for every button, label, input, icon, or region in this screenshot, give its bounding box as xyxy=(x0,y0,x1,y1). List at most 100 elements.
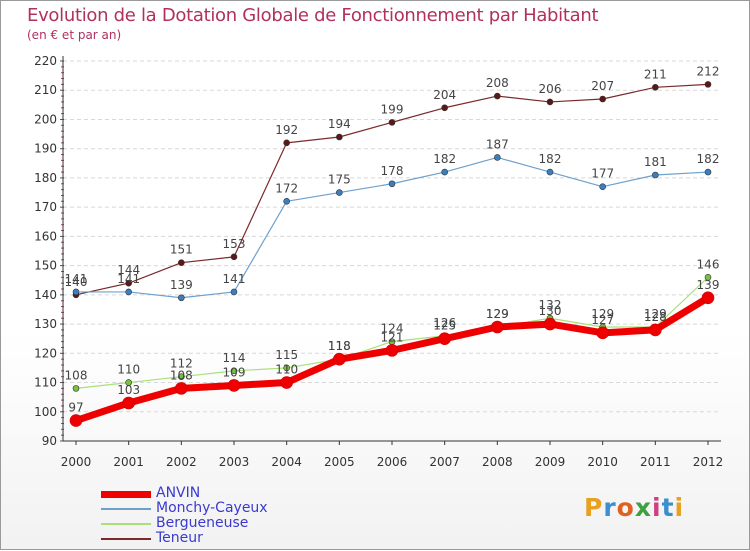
data-point-anvin-2000 xyxy=(69,414,83,427)
data-label-monchy-cayeux-2000: 141 xyxy=(65,272,88,286)
logo-letter: P xyxy=(584,493,604,522)
data-label-monchy-cayeux-2003: 141 xyxy=(223,272,246,286)
data-label-anvin-2003: 109 xyxy=(223,365,246,379)
y-tick-label-120: 120 xyxy=(34,346,57,360)
data-label-monchy-cayeux-2010: 177 xyxy=(591,167,614,181)
chart-title: Evolution de la Dotation Globale de Fonc… xyxy=(27,5,599,26)
data-point-anvin-2007 xyxy=(438,332,451,345)
data-label-anvin-2010: 127 xyxy=(591,313,614,327)
data-label-anvin-2000: 97 xyxy=(68,401,83,415)
legend-swatch-teneur xyxy=(101,538,151,540)
data-point-bergueneuse-2000 xyxy=(72,385,80,392)
legend-label-bergueneuse: Bergueneuse xyxy=(156,515,249,531)
y-tick-label-210: 210 xyxy=(34,83,57,97)
data-label-bergueneuse-2002: 112 xyxy=(170,357,193,371)
data-label-anvin-2007: 125 xyxy=(433,319,456,333)
x-tick-label-2006: 2006 xyxy=(377,455,408,469)
data-label-anvin-2006: 121 xyxy=(381,330,404,344)
legend-label-monchy-cayeux: Monchy-Cayeux xyxy=(156,500,268,516)
data-point-monchy-cayeux-2011 xyxy=(652,171,659,179)
y-tick-label-90: 90 xyxy=(42,434,57,448)
y-tick-label-100: 100 xyxy=(34,405,57,419)
data-label-teneur-2008: 208 xyxy=(486,76,509,90)
data-point-anvin-2011 xyxy=(649,323,662,337)
logo-letter: x xyxy=(634,493,652,522)
data-label-teneur-2003: 153 xyxy=(223,237,246,251)
data-point-teneur-2001 xyxy=(125,279,132,287)
x-tick-label-2000: 2000 xyxy=(61,455,92,469)
data-point-teneur-2010 xyxy=(599,95,606,103)
data-point-monchy-cayeux-2000 xyxy=(72,288,80,296)
legend-swatch-bergueneuse xyxy=(101,523,151,525)
data-label-teneur-2002: 151 xyxy=(170,243,193,257)
data-point-anvin-2006 xyxy=(385,344,399,357)
data-label-monchy-cayeux-2006: 178 xyxy=(381,164,404,178)
data-label-monchy-cayeux-2001: 141 xyxy=(117,272,140,286)
data-label-teneur-2011: 211 xyxy=(644,67,667,81)
data-label-anvin-2005: 118 xyxy=(328,339,351,353)
data-label-bergueneuse-2007: 126 xyxy=(433,316,456,330)
y-tick-label-170: 170 xyxy=(34,200,57,214)
data-label-teneur-2009: 206 xyxy=(539,82,562,96)
data-point-monchy-cayeux-2010 xyxy=(599,183,606,190)
x-tick-label-2001: 2001 xyxy=(113,455,144,469)
y-tick-label-140: 140 xyxy=(34,288,57,302)
legend-swatch-monchy-cayeux xyxy=(101,508,151,510)
data-label-teneur-2010: 207 xyxy=(591,79,614,93)
data-point-teneur-2002 xyxy=(178,259,185,266)
data-label-bergueneuse-2008: 129 xyxy=(486,307,509,321)
logo-letter: i xyxy=(652,493,662,522)
x-tick-label-2005: 2005 xyxy=(324,455,355,469)
y-tick-label-200: 200 xyxy=(34,112,57,126)
data-point-bergueneuse-2004 xyxy=(283,364,290,372)
legend-label-anvin: ANVIN xyxy=(156,485,201,501)
data-point-teneur-2006 xyxy=(388,119,396,126)
y-tick-label-180: 180 xyxy=(34,171,57,185)
data-point-bergueneuse-2003 xyxy=(230,367,238,375)
data-point-teneur-2011 xyxy=(652,84,659,91)
data-label-anvin-2004: 110 xyxy=(275,363,298,377)
data-point-teneur-2007 xyxy=(441,104,448,112)
data-point-bergueneuse-2001 xyxy=(125,379,132,386)
series-anvin: 97 103 108 109 110 118 121 125 129 130 127 128 139 xyxy=(68,278,719,427)
data-label-bergueneuse-2000: 108 xyxy=(65,368,88,382)
x-tick-label-2002: 2002 xyxy=(166,455,197,469)
data-point-teneur-2008 xyxy=(494,92,501,100)
proxiti-logo: Proxiti xyxy=(584,493,684,522)
data-label-bergueneuse-2009: 132 xyxy=(539,298,562,312)
data-label-anvin-2012: 139 xyxy=(697,278,720,292)
data-point-monchy-cayeux-2012 xyxy=(704,168,712,176)
y-tick-label-190: 190 xyxy=(34,142,57,156)
data-point-anvin-2001 xyxy=(122,396,135,410)
data-point-teneur-2012 xyxy=(704,81,712,88)
data-point-monchy-cayeux-2001 xyxy=(125,288,132,296)
x-tick-label-2007: 2007 xyxy=(429,455,460,469)
data-point-anvin-2005 xyxy=(333,352,346,366)
data-label-anvin-2002: 108 xyxy=(170,368,193,382)
data-point-bergueneuse-2002 xyxy=(178,373,185,380)
data-label-monchy-cayeux-2002: 139 xyxy=(170,278,193,292)
data-label-monchy-cayeux-2008: 187 xyxy=(486,137,509,151)
data-label-teneur-2012: 212 xyxy=(697,64,720,78)
data-label-monchy-cayeux-2007: 182 xyxy=(433,152,456,166)
data-point-monchy-cayeux-2008 xyxy=(494,154,501,161)
x-tick-label-2008: 2008 xyxy=(482,455,513,469)
chart-subtitle: (en € et par an) xyxy=(27,28,122,42)
x-tick-label-2004: 2004 xyxy=(271,455,302,469)
data-label-bergueneuse-2004: 115 xyxy=(275,348,298,362)
data-point-anvin-2009 xyxy=(543,317,557,331)
data-label-anvin-2008: 129 xyxy=(486,307,509,321)
data-point-teneur-2005 xyxy=(336,133,343,141)
data-label-bergueneuse-2010: 129 xyxy=(591,307,614,321)
legend-label-teneur: Teneur xyxy=(156,530,203,546)
data-point-teneur-2003 xyxy=(230,253,238,261)
data-label-monchy-cayeux-2005: 175 xyxy=(328,173,351,187)
data-label-bergueneuse-2003: 114 xyxy=(223,351,246,365)
logo-letter: r xyxy=(603,493,617,522)
logo-letter: t xyxy=(661,493,675,522)
data-point-monchy-cayeux-2009 xyxy=(546,168,554,176)
legend-swatch-anvin xyxy=(101,490,151,498)
x-tick-label-2012: 2012 xyxy=(693,455,724,469)
